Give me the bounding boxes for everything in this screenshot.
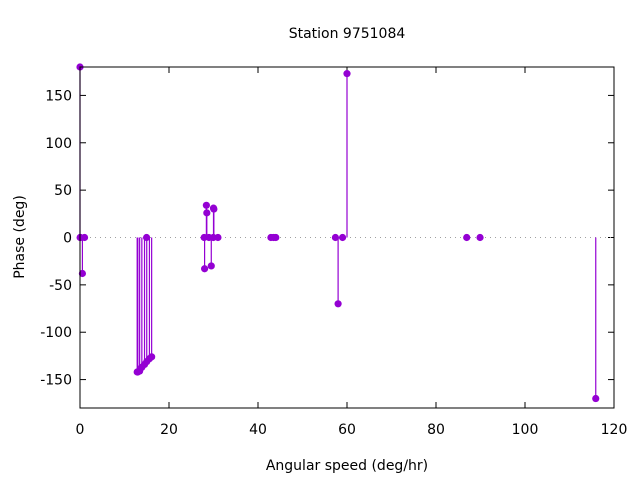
data-point xyxy=(463,233,471,242)
x-tick-label: 40 xyxy=(249,422,267,438)
data-point xyxy=(343,70,351,78)
x-tick-label: 120 xyxy=(601,422,628,438)
data-point xyxy=(80,233,89,242)
y-tick-label: -150 xyxy=(40,373,72,389)
y-tick-label: 0 xyxy=(63,231,72,247)
x-axis-label: Angular speed (deg/hr) xyxy=(266,458,428,474)
x-tick-label: 80 xyxy=(427,422,445,438)
x-tick-label: 60 xyxy=(338,422,356,438)
data-point xyxy=(207,262,215,270)
data-point xyxy=(214,233,222,242)
data-point xyxy=(78,269,87,278)
x-tick-label: 20 xyxy=(160,422,178,438)
data-point xyxy=(148,353,156,361)
x-tick-label: 100 xyxy=(512,422,539,438)
data-point xyxy=(334,300,342,308)
y-tick-label: -50 xyxy=(49,278,72,294)
data-point xyxy=(338,233,347,242)
chart-title: Station 9751084 xyxy=(289,26,406,42)
data-point xyxy=(592,394,600,403)
plot-border xyxy=(79,66,615,409)
data-point xyxy=(331,233,340,242)
y-tick-label: 50 xyxy=(54,183,72,199)
data-point xyxy=(210,205,218,213)
data-point xyxy=(203,209,211,217)
y-tick-label: -100 xyxy=(40,325,72,341)
data-point xyxy=(476,233,484,242)
data-point xyxy=(201,265,209,273)
y-axis-label: Phase (deg) xyxy=(12,195,28,279)
x-tick-label: 0 xyxy=(76,422,85,438)
data-point xyxy=(272,233,280,242)
y-tick-label: 100 xyxy=(45,136,72,152)
y-tick-label: 150 xyxy=(45,88,72,104)
data-point xyxy=(202,201,210,209)
